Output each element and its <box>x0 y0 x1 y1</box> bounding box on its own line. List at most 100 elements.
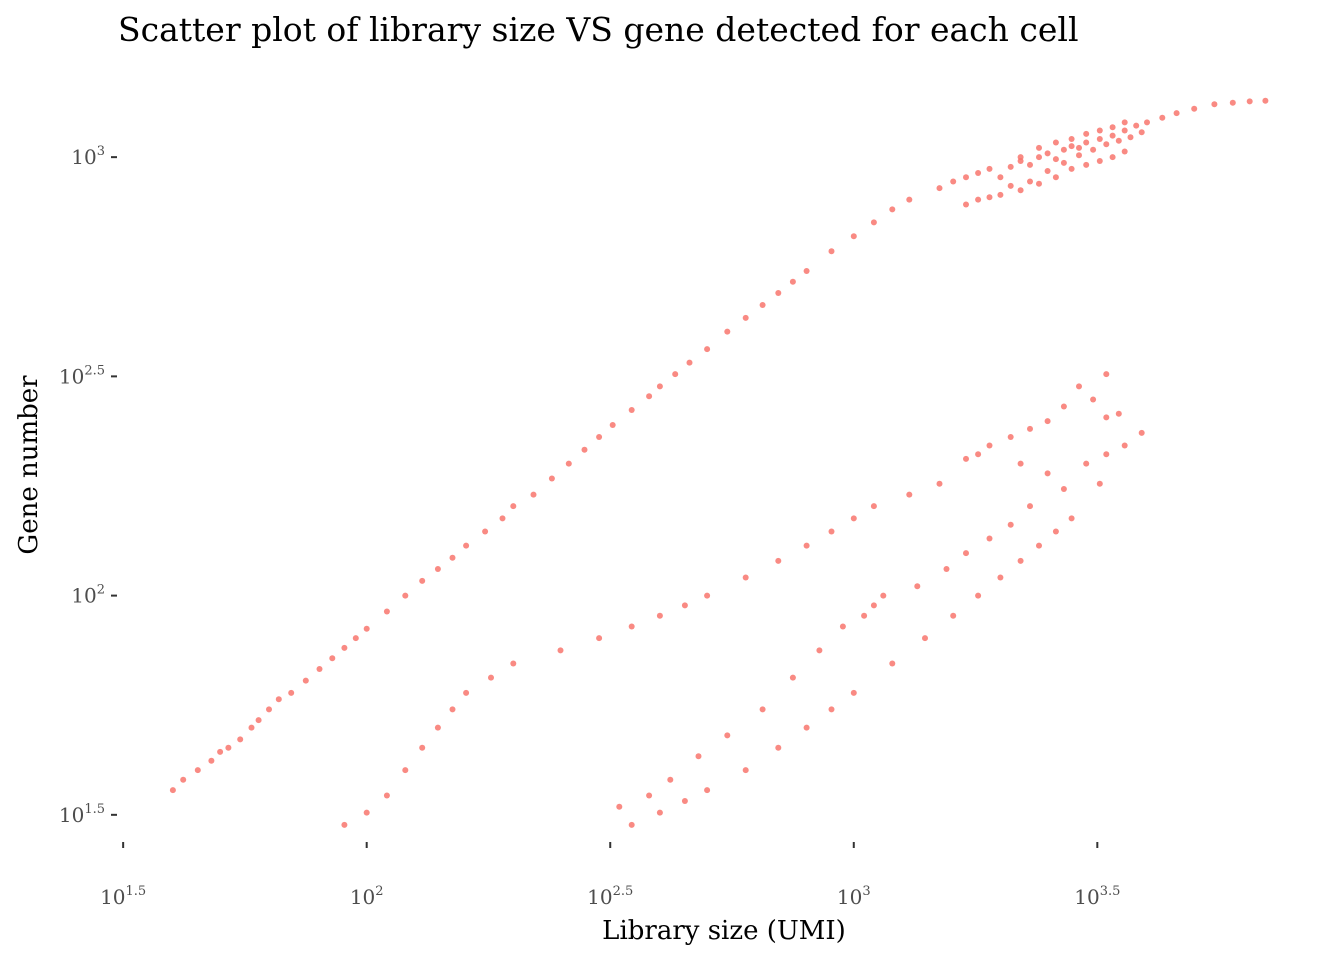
data-point <box>1052 156 1059 163</box>
data-point <box>1144 119 1150 126</box>
data-point <box>672 371 679 378</box>
data-point <box>434 724 441 731</box>
data-point <box>870 602 877 609</box>
data-point <box>950 612 957 619</box>
data-point <box>1083 161 1090 168</box>
data-point <box>1068 515 1075 522</box>
data-point <box>742 314 749 321</box>
x-tick-label: 101.5 <box>100 884 146 909</box>
data-point <box>402 767 409 774</box>
data-point <box>169 787 176 794</box>
data-point <box>1103 451 1110 458</box>
data-point <box>759 302 766 308</box>
data-point <box>1083 460 1090 467</box>
data-point <box>742 767 749 774</box>
data-point <box>628 407 635 413</box>
data-point <box>975 196 982 203</box>
data-point <box>986 535 993 542</box>
data-point <box>914 583 921 590</box>
data-point <box>628 623 635 630</box>
data-point <box>986 165 993 172</box>
data-point <box>667 776 674 783</box>
data-point <box>724 328 731 335</box>
data-point <box>1068 143 1075 150</box>
data-point <box>1044 150 1051 157</box>
data-point <box>789 278 796 285</box>
data-point <box>275 696 282 703</box>
data-point <box>449 554 456 561</box>
data-point <box>1096 136 1103 142</box>
data-point <box>449 706 456 713</box>
data-point <box>434 566 441 572</box>
data-point <box>1017 460 1024 467</box>
data-point <box>1103 141 1110 148</box>
data-point <box>1121 127 1128 134</box>
data-point <box>1121 442 1128 449</box>
data-point <box>1083 139 1090 146</box>
data-point <box>803 542 810 549</box>
data-point <box>1027 161 1033 168</box>
data-point <box>530 491 537 498</box>
data-point <box>1007 163 1014 170</box>
chart-title: Scatter plot of library size VS gene det… <box>118 10 1079 49</box>
data-point <box>180 776 187 783</box>
data-point <box>775 557 782 564</box>
data-point <box>1115 410 1122 417</box>
data-point <box>1121 148 1128 155</box>
data-point <box>1138 429 1145 436</box>
data-point <box>870 503 877 510</box>
data-point <box>997 574 1004 581</box>
data-point <box>1076 144 1082 151</box>
data-point <box>302 677 309 684</box>
data-point <box>936 185 943 192</box>
data-point <box>986 194 993 201</box>
x-axis: 101.5 102 102.5 103 103.5 <box>100 842 1120 909</box>
data-point <box>963 455 969 462</box>
data-point <box>288 689 295 696</box>
data-point <box>217 748 224 755</box>
data-point <box>1007 521 1014 528</box>
data-point <box>1017 154 1024 161</box>
data-point <box>510 503 517 510</box>
data-point <box>1083 130 1090 137</box>
x-tick-label: 102 <box>350 884 384 909</box>
data-point <box>1044 470 1051 477</box>
data-point <box>609 422 616 428</box>
data-point <box>656 612 663 619</box>
data-point <box>1060 486 1067 492</box>
data-point <box>1090 396 1097 403</box>
data-point <box>828 706 835 713</box>
data-point <box>225 744 232 751</box>
data-point <box>419 744 426 751</box>
data-point <box>950 178 957 185</box>
data-point <box>1211 101 1218 108</box>
data-point <box>1060 159 1067 166</box>
y-axis: 101.5 102 102.5 103 <box>59 144 117 827</box>
data-point <box>1027 503 1033 510</box>
data-point <box>850 233 857 240</box>
data-point <box>1159 114 1166 121</box>
data-point <box>1262 97 1269 104</box>
data-point <box>1036 144 1042 151</box>
data-point <box>1060 146 1067 153</box>
data-point <box>1068 136 1075 142</box>
data-point <box>488 674 494 681</box>
data-point <box>775 290 782 296</box>
data-point <box>1096 480 1103 487</box>
data-point <box>963 550 969 557</box>
data-point <box>828 528 835 535</box>
data-point <box>1017 557 1024 564</box>
data-point <box>1096 158 1103 164</box>
data-point <box>463 542 470 549</box>
data-point <box>1027 425 1033 432</box>
data-point <box>922 635 928 642</box>
data-point <box>363 809 370 816</box>
y-tick-label: 101.5 <box>59 802 105 827</box>
data-point <box>870 219 877 226</box>
data-point <box>963 201 969 208</box>
data-point <box>463 689 470 696</box>
data-point <box>695 753 702 760</box>
data-point <box>1076 152 1082 159</box>
data-point <box>1191 105 1198 112</box>
data-point <box>383 792 390 799</box>
